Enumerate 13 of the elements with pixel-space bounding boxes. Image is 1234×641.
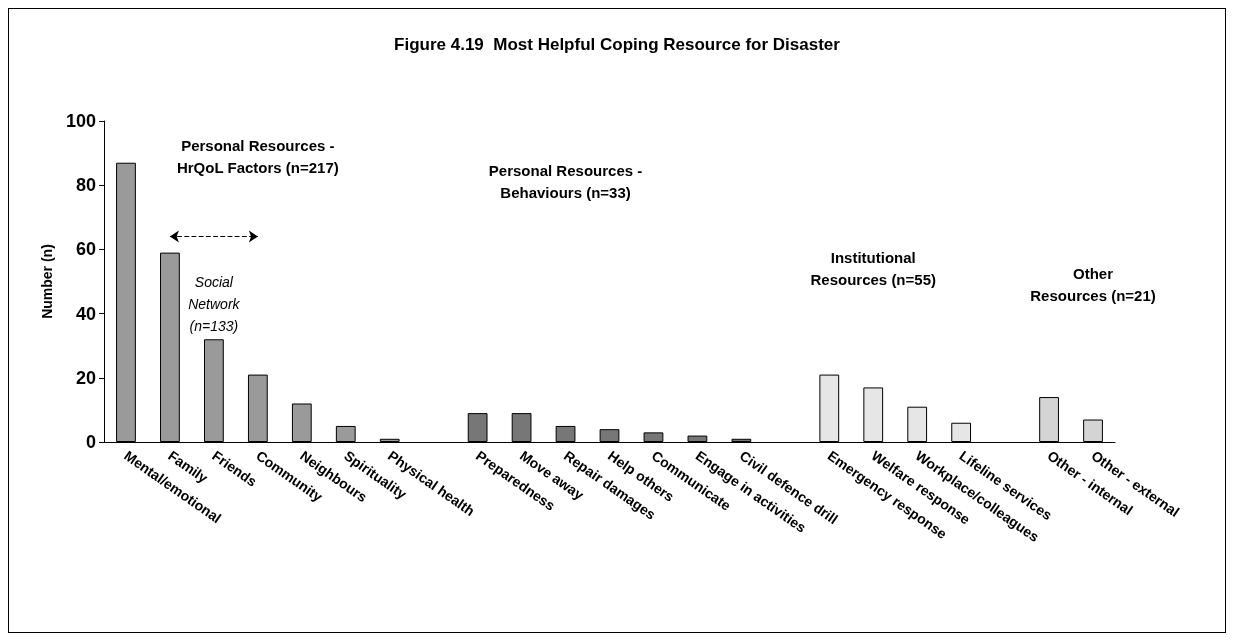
annotation: Personal Resources - HrQoL Factors (n=217)	[176, 136, 339, 176]
annotation: Other Resources (n=21)	[1030, 265, 1156, 305]
annotation: Personal Resources - Behaviours (n=33)	[488, 162, 643, 202]
y-tick-label: 60	[75, 239, 96, 260]
annotation: Social Network (n=133)	[188, 273, 241, 334]
y-tick-label: 40	[75, 303, 96, 324]
y-tick-label: 80	[75, 175, 96, 196]
annotation: Institutional Resources (n=55)	[810, 249, 936, 289]
chart-title: Figure 4.19 Most Helpful Coping Resource for Disaster	[394, 35, 841, 54]
y-axis-title: Number (n)	[39, 244, 55, 319]
y-tick-label: 100	[65, 111, 96, 131]
y-tick-label: 0	[85, 432, 96, 452]
y-tick-label: 20	[75, 367, 96, 388]
